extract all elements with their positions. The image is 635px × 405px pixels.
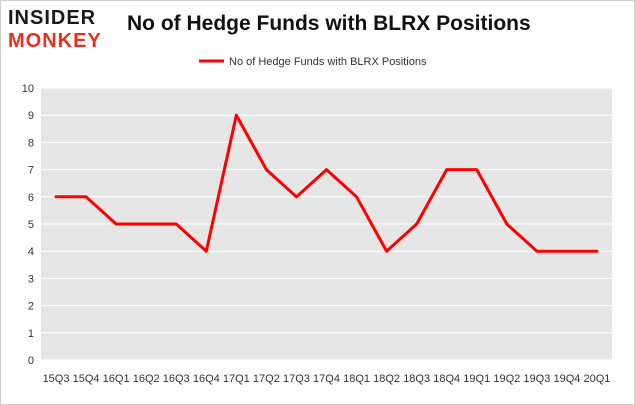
legend: No of Hedge Funds with BLRX Positions bbox=[199, 56, 427, 68]
x-tick-label: 16Q2 bbox=[133, 373, 160, 385]
y-tick-label: 9 bbox=[28, 110, 34, 122]
insider-monkey-logo: INSIDER MONKEY bbox=[8, 6, 118, 54]
x-tick-label: 17Q1 bbox=[223, 373, 250, 385]
x-tick-label: 18Q3 bbox=[403, 373, 430, 385]
x-tick-label: 17Q3 bbox=[283, 373, 310, 385]
x-tick-label: 16Q4 bbox=[193, 373, 220, 385]
y-tick-label: 7 bbox=[28, 165, 34, 177]
y-tick-label: 4 bbox=[28, 246, 34, 258]
y-tick-label: 0 bbox=[28, 355, 34, 367]
x-tick-label: 17Q2 bbox=[253, 373, 280, 385]
logo-line-1: INSIDER bbox=[8, 7, 97, 29]
series-line bbox=[54, 113, 599, 253]
x-tick-label: 19Q2 bbox=[493, 373, 520, 385]
x-tick-label: 19Q3 bbox=[523, 373, 550, 385]
x-tick-label: 16Q1 bbox=[103, 373, 130, 385]
x-tick-label: 19Q4 bbox=[553, 373, 580, 385]
y-tick-label: 1 bbox=[28, 328, 34, 340]
x-tick-label: 20Q1 bbox=[584, 373, 611, 385]
y-tick-label: 8 bbox=[28, 137, 34, 149]
x-tick-label: 18Q1 bbox=[343, 373, 370, 385]
x-tick-label: 15Q4 bbox=[73, 373, 100, 385]
y-tick-label: 6 bbox=[28, 192, 34, 204]
y-tick-label: 5 bbox=[28, 219, 34, 231]
x-tick-label: 16Q3 bbox=[163, 373, 190, 385]
gridlines bbox=[41, 87, 612, 361]
logo-line-2: MONKEY bbox=[8, 30, 102, 52]
x-tick-label: 18Q2 bbox=[373, 373, 400, 385]
legend-label: No of Hedge Funds with BLRX Positions bbox=[229, 56, 427, 68]
x-tick-label: 15Q3 bbox=[43, 373, 70, 385]
x-tick-label: 19Q1 bbox=[463, 373, 490, 385]
y-axis-ticks: 0 1 2 3 4 5 6 7 8 9 10 bbox=[22, 83, 34, 367]
y-tick-label: 10 bbox=[22, 83, 34, 95]
y-tick-label: 2 bbox=[28, 301, 34, 313]
x-axis-ticks: 15Q3 15Q4 16Q1 16Q2 16Q3 16Q4 17Q1 17Q2 17Q3 17Q4… bbox=[43, 373, 611, 385]
x-tick-label: 17Q4 bbox=[313, 373, 340, 385]
y-tick-label: 3 bbox=[28, 273, 34, 285]
chart-title: No of Hedge Funds with BLRX Positions bbox=[127, 12, 531, 35]
x-tick-label: 18Q4 bbox=[433, 373, 460, 385]
